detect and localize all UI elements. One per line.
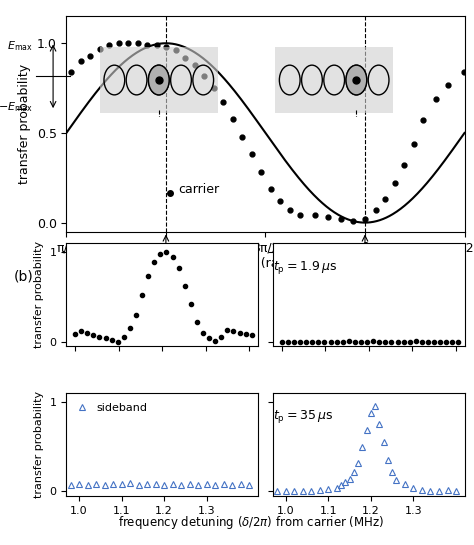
X-axis label: Δϕ (rad): Δϕ (rad): [240, 257, 291, 270]
Text: (b): (b): [14, 270, 34, 284]
Y-axis label: transfer probability: transfer probability: [18, 64, 31, 184]
Bar: [275, 46, 393, 113]
Text: carrier: carrier: [178, 183, 219, 196]
Text: $t_{\mathrm{p}} = 1.9\,\mu\mathrm{s}$: $t_{\mathrm{p}} = 1.9\,\mu\mathrm{s}$: [273, 259, 337, 276]
Bar: [100, 46, 218, 113]
Legend: sideband: sideband: [72, 398, 152, 417]
Text: frequency detuning ($\delta/2\pi$) from carrier (MHz): frequency detuning ($\delta/2\pi$) from …: [118, 514, 384, 531]
Text: $-E_{\mathrm{max}}$: $-E_{\mathrm{max}}$: [0, 100, 33, 114]
Text: $E_{\mathrm{max}}$: $E_{\mathrm{max}}$: [8, 39, 33, 52]
Ellipse shape: [346, 65, 367, 95]
Ellipse shape: [148, 65, 169, 95]
Y-axis label: transfer probability: transfer probability: [34, 391, 44, 498]
Y-axis label: transfer probability: transfer probability: [34, 241, 44, 348]
Text: $t_{\mathrm{p}} = 35\,\mu\mathrm{s}$: $t_{\mathrm{p}} = 35\,\mu\mathrm{s}$: [273, 408, 333, 425]
